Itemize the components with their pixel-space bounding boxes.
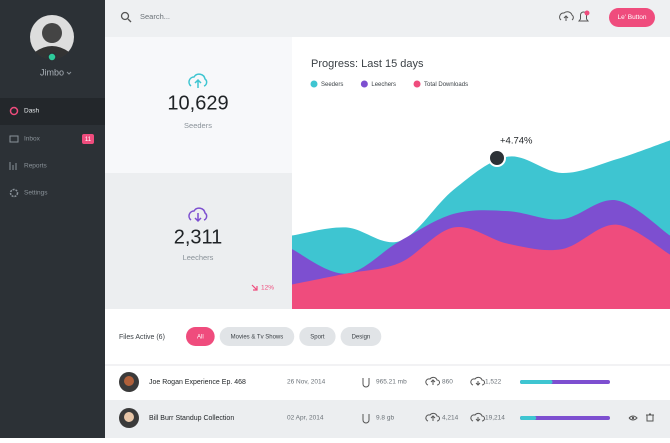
annotation-dot bbox=[488, 149, 506, 167]
filter-chip[interactable] bbox=[186, 327, 215, 346]
notification-dot bbox=[584, 10, 590, 16]
button-label[interactable]: Le' Button bbox=[617, 14, 646, 21]
size-icon bbox=[362, 414, 370, 424]
row-avatar-face bbox=[124, 412, 134, 422]
annotation: +4.74% bbox=[500, 136, 533, 147]
topbar bbox=[105, 0, 670, 37]
stat-label: Seeders bbox=[184, 121, 212, 130]
filter-label[interactable]: Sport bbox=[310, 335, 325, 341]
stat-label: Leechers bbox=[183, 253, 214, 262]
seeders: 4,214 bbox=[442, 415, 459, 422]
upload-icon bbox=[188, 73, 208, 88]
chevron bbox=[66, 71, 72, 75]
leechers: 1,522 bbox=[485, 379, 502, 386]
progress-leechers bbox=[520, 416, 610, 420]
stat-value: 10,629 bbox=[167, 92, 228, 114]
download-icon bbox=[470, 412, 485, 422]
delete-icon[interactable] bbox=[646, 413, 654, 422]
active-menu-bg bbox=[0, 98, 105, 125]
badge bbox=[82, 134, 94, 144]
filters: All Movies & Tv Shows Sport Design bbox=[186, 327, 382, 346]
file-table: Joe Rogan Experience Ep. 468 26 Nov, 2014… bbox=[119, 372, 654, 428]
search-icon bbox=[120, 11, 130, 21]
badge-count: 11 bbox=[85, 137, 92, 143]
menu-item[interactable]: Settings bbox=[24, 190, 48, 197]
file-date: 02 Apr, 2014 bbox=[287, 415, 324, 422]
download-icon bbox=[470, 376, 485, 386]
upload-icon bbox=[425, 376, 440, 386]
size-icon bbox=[362, 378, 370, 388]
bell-icon[interactable] bbox=[578, 11, 589, 22]
status-dot bbox=[47, 52, 57, 62]
section-title: Files Active (6) bbox=[119, 334, 165, 341]
area-chart bbox=[292, 37, 670, 309]
file-date: 26 Nov, 2014 bbox=[287, 379, 326, 386]
filter-label[interactable]: All bbox=[197, 335, 204, 341]
filter-chip[interactable] bbox=[219, 327, 295, 346]
user-name[interactable]: Jimbo bbox=[40, 67, 64, 77]
file-name[interactable]: Joe Rogan Experience Ep. 468 bbox=[149, 379, 246, 386]
search-icon bbox=[127, 18, 132, 23]
file-size: 965.21 mb bbox=[376, 379, 407, 386]
file-size: 9.8 gb bbox=[376, 415, 394, 422]
menu-item[interactable]: Dash bbox=[24, 108, 40, 115]
chart-title: Progress: Last 15 days bbox=[311, 58, 424, 70]
view-icon[interactable] bbox=[628, 415, 638, 421]
avatar-face bbox=[42, 23, 62, 43]
filter-label[interactable]: Movies & Tv Shows bbox=[231, 335, 284, 341]
button[interactable] bbox=[609, 8, 655, 27]
row-avatar-face bbox=[124, 376, 134, 386]
search-input[interactable]: Search... bbox=[140, 12, 170, 21]
menu-icon bbox=[9, 162, 17, 170]
filter-chip[interactable] bbox=[299, 327, 336, 346]
legend-label: Total Downloads bbox=[424, 82, 468, 88]
upload-icon bbox=[425, 412, 440, 422]
menu-icon bbox=[9, 135, 19, 143]
down-arrow bbox=[251, 284, 258, 291]
seeders: 860 bbox=[442, 379, 453, 386]
menu-item[interactable]: Reports bbox=[24, 163, 48, 170]
download-icon bbox=[188, 207, 208, 223]
legend-swatch bbox=[310, 80, 318, 88]
sidebar bbox=[0, 0, 105, 438]
filter-label[interactable]: Design bbox=[352, 335, 371, 341]
stat-value: 2,311 bbox=[174, 226, 223, 248]
stat-change: 12% bbox=[261, 285, 274, 292]
menu-icon bbox=[9, 188, 19, 198]
stat-panel bbox=[105, 37, 292, 173]
legend-swatch bbox=[413, 80, 421, 88]
menu-item[interactable]: Inbox bbox=[24, 136, 41, 143]
legend-label: Leechers bbox=[371, 82, 396, 88]
area bbox=[292, 224, 670, 309]
leechers: 19,214 bbox=[485, 415, 505, 422]
filter-chip[interactable] bbox=[340, 327, 382, 346]
menu-icon bbox=[9, 106, 19, 116]
file-name[interactable]: Bill Burr Standup Collection bbox=[149, 415, 234, 422]
legend-swatch bbox=[360, 80, 368, 88]
view-icon[interactable] bbox=[631, 416, 635, 420]
legend-label: Seeders bbox=[321, 82, 343, 88]
stat-panel bbox=[105, 173, 292, 309]
progress-seeders bbox=[520, 416, 537, 420]
upload-icon[interactable] bbox=[559, 11, 574, 21]
legend: Seeders Leechers Total Downloads bbox=[310, 80, 468, 88]
progress-seeders bbox=[520, 380, 553, 384]
